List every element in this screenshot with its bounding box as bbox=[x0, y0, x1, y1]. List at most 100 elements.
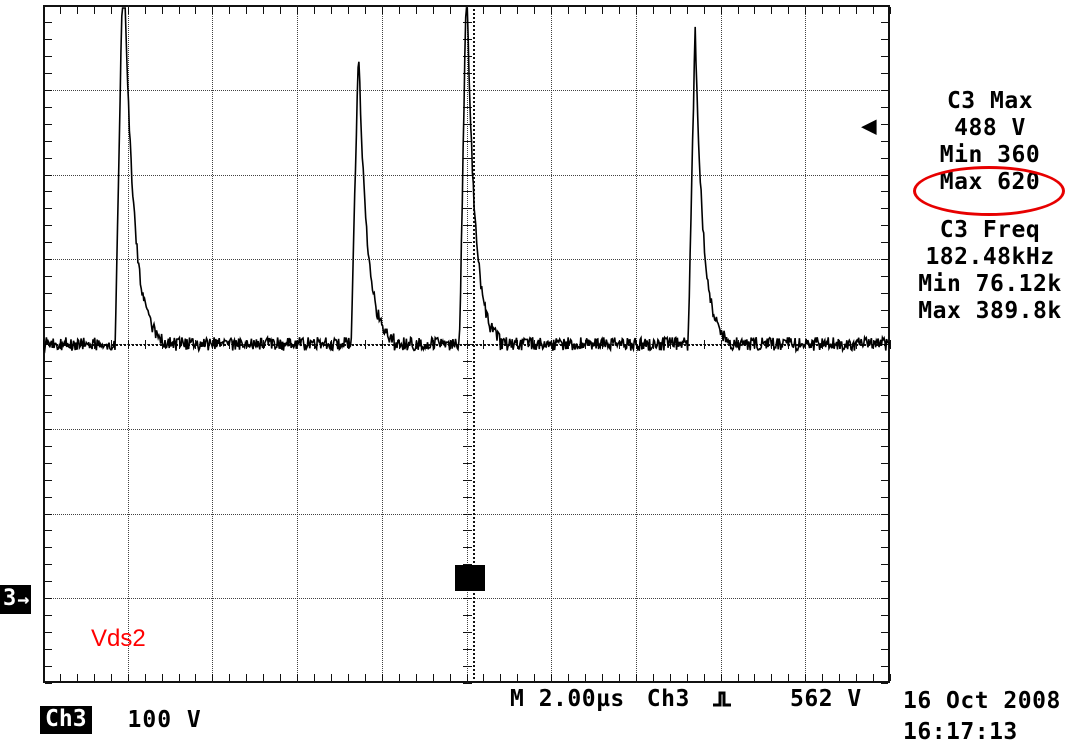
grid-tick bbox=[314, 7, 316, 14]
grid-tick bbox=[585, 7, 587, 14]
measurement-c3-max[interactable]: C3 Max 488 V Min 360 Max 620 bbox=[900, 88, 1080, 197]
grid-tick bbox=[45, 21, 52, 23]
grid-tick bbox=[890, 674, 891, 681]
grid-tick bbox=[381, 340, 383, 349]
grid-tick bbox=[144, 674, 146, 681]
grid-tick bbox=[161, 7, 163, 14]
channel-ground-marker[interactable]: 3 → bbox=[0, 585, 32, 614]
channel-badge[interactable]: Ch3 bbox=[40, 706, 92, 734]
grid-tick bbox=[881, 242, 888, 244]
grid-tick bbox=[462, 683, 472, 684]
grid-tick bbox=[415, 674, 417, 681]
grid-tick bbox=[110, 340, 112, 349]
grid-tick bbox=[263, 674, 265, 681]
grid-tick bbox=[161, 674, 163, 681]
grid-tick bbox=[881, 666, 888, 668]
trigger-source-readout[interactable]: Ch3 bbox=[646, 686, 690, 712]
grid-tick bbox=[686, 674, 688, 681]
grid-tick bbox=[805, 674, 807, 681]
grid-tick bbox=[618, 674, 620, 681]
datetime-readout: 16 Oct 2008 16:17:13 bbox=[903, 686, 1061, 748]
grid-tick bbox=[212, 674, 214, 681]
grid-tick bbox=[881, 191, 888, 193]
grid-tick bbox=[45, 666, 52, 668]
grid-tick bbox=[462, 38, 472, 40]
date-text: 16 Oct 2008 bbox=[903, 688, 1061, 714]
grid-tick bbox=[43, 7, 44, 14]
measurement-c3-freq[interactable]: C3 Freq 182.48kHz Min 76.12k Max 389.8k bbox=[900, 217, 1080, 326]
grid-tick bbox=[483, 340, 485, 349]
grid-tick bbox=[212, 7, 214, 14]
grid-tick bbox=[771, 674, 773, 681]
grid-tick bbox=[703, 7, 705, 14]
grid-tick bbox=[45, 411, 52, 413]
grid-tick bbox=[462, 428, 472, 430]
trigger-level-readout[interactable]: 562 V bbox=[790, 686, 862, 712]
grid-tick bbox=[195, 674, 197, 681]
grid-tick bbox=[881, 259, 888, 261]
grid-tick bbox=[263, 340, 265, 349]
grid-tick bbox=[890, 340, 891, 349]
grid-tick bbox=[720, 7, 722, 14]
grid-tick bbox=[462, 632, 472, 634]
measurement-value: 488 V bbox=[954, 115, 1026, 142]
grid-tick bbox=[822, 7, 824, 14]
grid-tick bbox=[462, 310, 472, 312]
grid-tick bbox=[737, 674, 739, 681]
grid-tick bbox=[788, 674, 790, 681]
grid-tick bbox=[93, 7, 95, 14]
grid-tick bbox=[618, 7, 620, 14]
trigger-level-arrow-icon[interactable]: ◀ bbox=[861, 111, 877, 141]
grid-tick bbox=[754, 674, 756, 681]
grid-tick bbox=[881, 513, 888, 515]
grid-tick bbox=[45, 225, 52, 227]
grid-tick bbox=[881, 38, 888, 40]
grid-tick bbox=[462, 293, 472, 295]
grid-tick bbox=[652, 674, 654, 681]
grid-tick bbox=[881, 310, 888, 312]
grid-tick bbox=[364, 340, 366, 349]
grid-tick bbox=[93, 340, 95, 349]
ground-marker-arrow-icon: → bbox=[17, 587, 30, 611]
grid-tick bbox=[462, 123, 472, 125]
grid-tick bbox=[462, 191, 472, 193]
time-text: 16:17:13 bbox=[903, 719, 1018, 746]
grid-tick bbox=[881, 327, 888, 329]
grid-tick bbox=[246, 7, 248, 14]
grid-tick bbox=[297, 674, 299, 681]
grid-tick bbox=[881, 581, 888, 583]
measurement-min: Min 360 bbox=[939, 142, 1041, 169]
grid-tick bbox=[229, 674, 231, 681]
grid-tick bbox=[881, 157, 888, 159]
grid-tick bbox=[45, 123, 52, 125]
timebase-readout[interactable]: M 2.00µs bbox=[510, 686, 625, 712]
grid-tick bbox=[45, 530, 52, 532]
grid-tick bbox=[881, 632, 888, 634]
grid-tick bbox=[45, 106, 52, 108]
grid-tick bbox=[720, 674, 722, 681]
rising-edge-icon[interactable] bbox=[712, 689, 732, 709]
channel-scale-readout[interactable]: 100 V bbox=[127, 707, 202, 733]
grid-tick bbox=[881, 683, 888, 684]
grid-tick bbox=[462, 513, 472, 515]
grid-tick bbox=[462, 445, 472, 447]
grid-tick bbox=[110, 7, 112, 14]
grid-tick bbox=[364, 674, 366, 681]
grid-tick bbox=[45, 310, 52, 312]
grid-tick bbox=[839, 7, 841, 14]
grid-tick bbox=[462, 530, 472, 532]
grid-tick bbox=[881, 564, 888, 566]
grid-tick bbox=[45, 276, 52, 278]
grid-tick bbox=[144, 7, 146, 14]
trigger-position-marker[interactable] bbox=[455, 565, 485, 591]
grid-tick bbox=[890, 7, 891, 14]
waveform-trace bbox=[43, 6, 890, 354]
grid-tick bbox=[462, 564, 472, 566]
grid-tick bbox=[462, 360, 472, 362]
grid-tick bbox=[788, 7, 790, 14]
grid-tick bbox=[127, 674, 129, 681]
grid-tick bbox=[881, 615, 888, 617]
grid-tick bbox=[462, 496, 472, 498]
grid-tick bbox=[466, 674, 468, 681]
grid-tick bbox=[652, 7, 654, 14]
